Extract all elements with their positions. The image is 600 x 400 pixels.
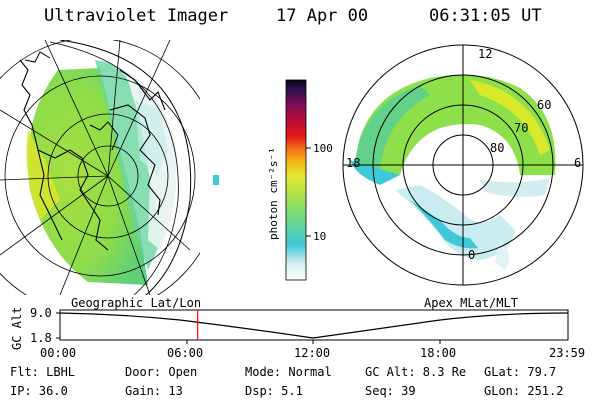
- seq-info: Seq: 39: [365, 384, 416, 398]
- apex-panel-label: Apex MLat/MLT: [424, 296, 518, 310]
- door-info: Door: Open: [125, 365, 198, 379]
- glat-info: GLat: 79.7: [484, 365, 557, 379]
- altitude-plot: [56, 309, 569, 344]
- lat-70-label: 70: [514, 121, 528, 135]
- altitude-ylabel: GC Alt: [10, 306, 24, 350]
- altitude-ymax: 9.0: [30, 306, 52, 320]
- mlt-12-label: 12: [478, 47, 492, 61]
- time-tick-0: 00:00: [40, 346, 77, 360]
- time-tick-3: 18:00: [420, 346, 457, 360]
- lat-80-label: 80: [490, 141, 504, 155]
- colorbar-tick-100: 100: [313, 142, 333, 155]
- time-tick-1: 06:00: [167, 346, 204, 360]
- instrument-title: Ultraviolet Imager: [44, 6, 229, 26]
- time-label: 06:31:05 UT: [429, 6, 542, 26]
- colorbar-unit-label: photon cm⁻²s⁻¹: [267, 147, 280, 240]
- time-tick-4: 23:59: [549, 346, 586, 360]
- ip-info: IP: 36.0: [10, 384, 68, 398]
- lat-60-label: 60: [537, 98, 551, 112]
- mlt-18-label: 18: [346, 156, 360, 170]
- glon-info: GLon: 251.2: [484, 384, 564, 398]
- polar-plot: 12 18 6 0 60 70 80: [342, 44, 584, 286]
- filter-info: Flt: LBHL: [10, 365, 76, 379]
- colorbar: [285, 79, 307, 281]
- geographic-panel-label: Geographic Lat/Lon: [71, 296, 202, 310]
- colorbar-tick-10: 10: [313, 230, 326, 243]
- date-label: 17 Apr 00: [276, 6, 369, 26]
- geographic-image: [0, 40, 200, 295]
- stray-pixels: [213, 175, 219, 185]
- mlt-6-label: 6: [574, 156, 581, 170]
- gc-alt-info: GC Alt: 8.3 Re: [365, 365, 467, 379]
- dsp-info: Dsp: 5.1: [245, 384, 303, 398]
- gain-info: Gain: 13: [125, 384, 183, 398]
- time-tick-2: 12:00: [294, 346, 331, 360]
- mode-info: Mode: Normal: [245, 365, 332, 379]
- altitude-ymin: 1.8: [30, 331, 52, 345]
- mlt-0-label: 0: [468, 248, 475, 262]
